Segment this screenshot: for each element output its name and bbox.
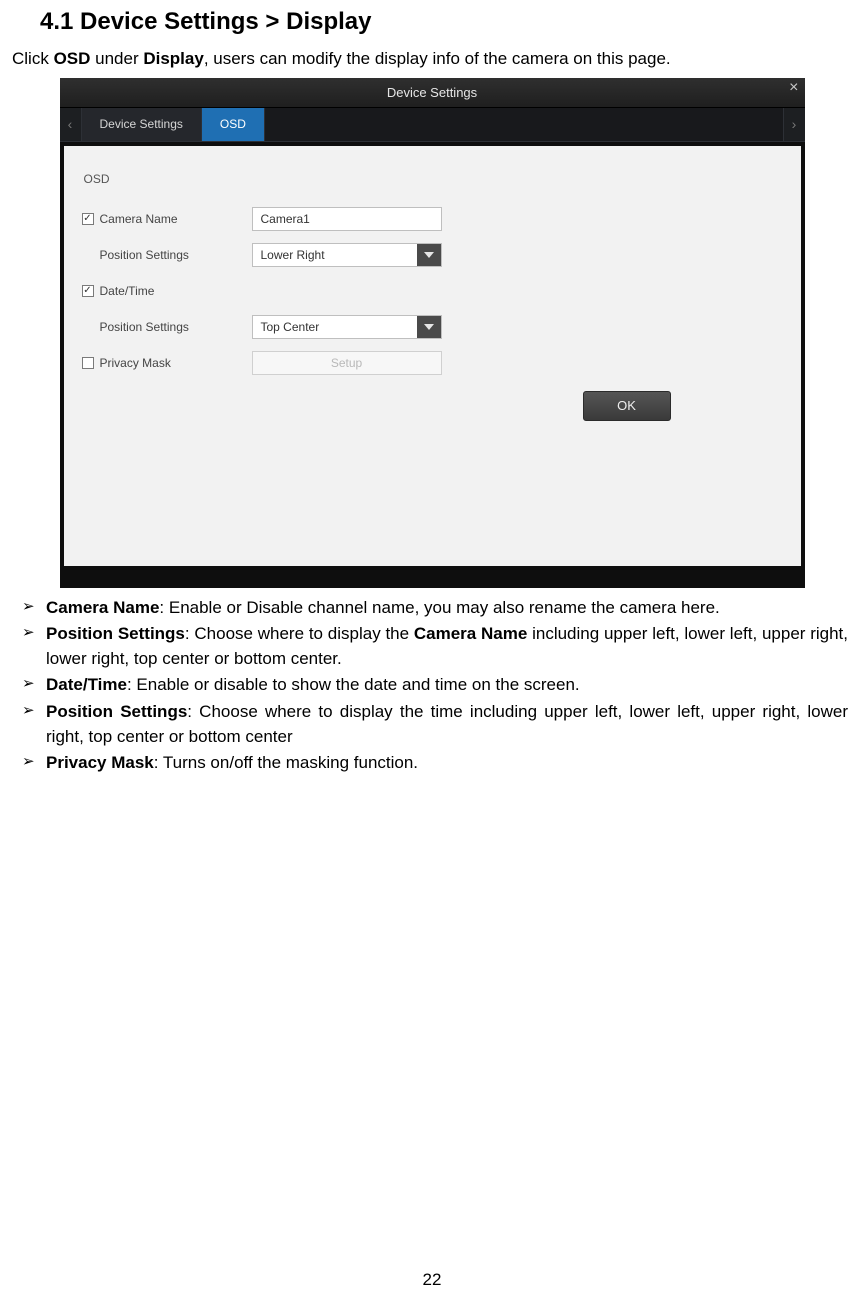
intro-pre: Click	[12, 49, 54, 68]
bullet-title: Position Settings	[46, 624, 185, 643]
chevron-down-icon	[417, 244, 441, 266]
row-datetime: Date/Time	[82, 276, 783, 306]
row-position-1: Position Settings Lower Right	[82, 240, 783, 270]
ok-button[interactable]: OK	[583, 391, 671, 421]
position2-value: Top Center	[253, 316, 417, 338]
intro-paragraph: Click OSD under Display, users can modif…	[12, 46, 852, 72]
intro-display: Display	[143, 49, 203, 68]
datetime-label: Date/Time	[82, 284, 252, 298]
datetime-text: Date/Time	[100, 284, 155, 298]
bullet-text: : Enable or Disable channel name, you ma…	[159, 598, 719, 617]
position2-label: Position Settings	[82, 320, 252, 334]
screenshot-dialog: Device Settings × ‹ Device Settings OSD …	[60, 78, 805, 588]
bullet-text: : Turns on/off the masking function.	[154, 753, 418, 772]
intro-post: , users can modify the display info of t…	[204, 49, 671, 68]
position1-value: Lower Right	[253, 244, 417, 266]
dialog-titlebar: Device Settings ×	[60, 78, 805, 108]
bullet-position-settings-1: Position Settings: Choose where to displ…	[16, 622, 848, 671]
bullet-camera-name: Camera Name: Enable or Disable channel n…	[16, 596, 848, 621]
bullet-bold: Camera Name	[414, 624, 527, 643]
bullet-title: Privacy Mask	[46, 753, 154, 772]
dialog-body: OSD Camera Name Camera1 Position Setting…	[64, 146, 801, 566]
bullet-title: Date/Time	[46, 675, 127, 694]
intro-mid: under	[90, 49, 143, 68]
row-position-2: Position Settings Top Center	[82, 312, 783, 342]
privacy-mask-label: Privacy Mask	[82, 356, 252, 370]
bullet-text: : Choose where to display the	[185, 624, 414, 643]
bullet-title: Camera Name	[46, 598, 159, 617]
bullet-text: : Enable or disable to show the date and…	[127, 675, 580, 694]
page-number: 22	[0, 1270, 864, 1290]
privacy-mask-text: Privacy Mask	[100, 356, 171, 370]
tab-strip: ‹ Device Settings OSD ›	[60, 108, 805, 142]
tab-osd[interactable]: OSD	[202, 108, 265, 141]
privacy-mask-checkbox[interactable]	[82, 357, 94, 369]
bullet-date-time: Date/Time: Enable or disable to show the…	[16, 673, 848, 698]
close-icon[interactable]: ×	[789, 80, 798, 96]
camera-name-text: Camera Name	[100, 212, 178, 226]
bullet-list: Camera Name: Enable or Disable channel n…	[16, 596, 848, 776]
tab-scroll-left-icon[interactable]: ‹	[60, 108, 82, 141]
bullet-privacy-mask: Privacy Mask: Turns on/off the masking f…	[16, 751, 848, 776]
position2-select[interactable]: Top Center	[252, 315, 442, 339]
row-camera-name: Camera Name Camera1	[82, 204, 783, 234]
camera-name-label: Camera Name	[82, 212, 252, 226]
position1-label: Position Settings	[82, 248, 252, 262]
dialog-title: Device Settings	[387, 85, 477, 100]
camera-name-input[interactable]: Camera1	[252, 207, 442, 231]
osd-section-label: OSD	[84, 172, 783, 186]
section-heading: 4.1 Device Settings > Display	[40, 8, 856, 36]
setup-button: Setup	[252, 351, 442, 375]
intro-osd: OSD	[54, 49, 91, 68]
datetime-checkbox[interactable]	[82, 285, 94, 297]
bullet-position-settings-2: Position Settings: Choose where to displ…	[16, 700, 848, 749]
camera-name-checkbox[interactable]	[82, 213, 94, 225]
bullet-title: Position Settings	[46, 702, 187, 721]
tab-device-settings[interactable]: Device Settings	[82, 108, 202, 141]
tab-scroll-right-icon[interactable]: ›	[783, 108, 805, 141]
chevron-down-icon	[417, 316, 441, 338]
row-privacy-mask: Privacy Mask Setup	[82, 348, 783, 378]
position1-select[interactable]: Lower Right	[252, 243, 442, 267]
